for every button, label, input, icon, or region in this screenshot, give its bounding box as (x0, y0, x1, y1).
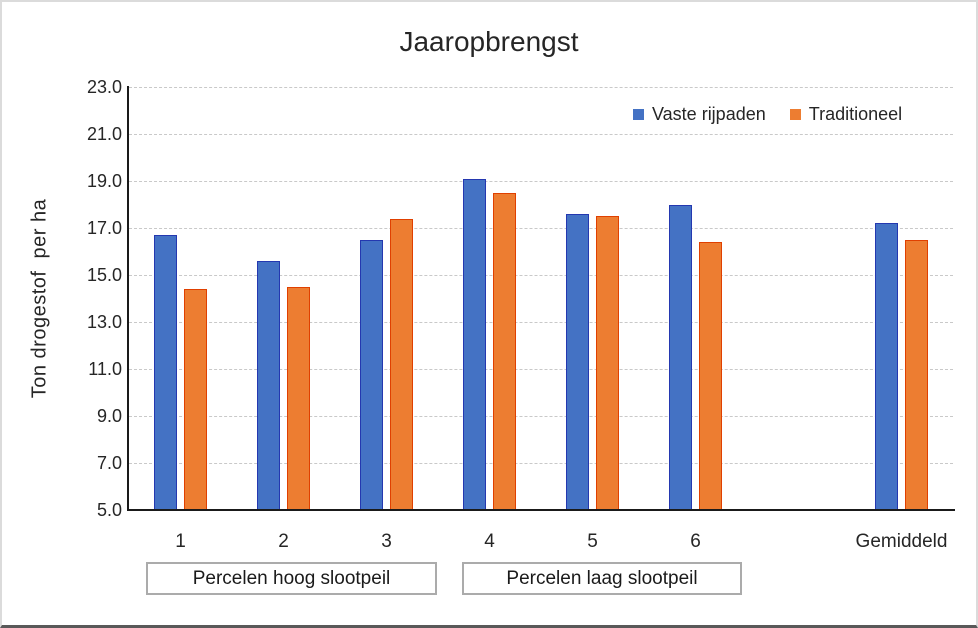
legend-swatch-orange-icon (789, 109, 801, 120)
y-axis-tick-label: 13.0 (86, 312, 122, 332)
gridline (129, 416, 953, 417)
gridline (129, 87, 953, 88)
x-axis-tick-label: 3 (381, 531, 392, 552)
legend-label-vaste-rijpaden: Vaste rijpaden (652, 104, 766, 124)
y-axis-tick-label: 5.0 (96, 500, 122, 520)
x-axis-tick-label: 6 (690, 531, 701, 552)
bar-vaste-rijpaden-6 (668, 204, 692, 510)
y-axis-tick-label: 7.0 (96, 453, 122, 473)
legend-label-traditioneel: Traditioneel (808, 104, 903, 124)
bar-vaste-rijpaden-1 (153, 235, 177, 510)
group-box-laag-slootpeil: Percelen laag slootpeil (462, 562, 742, 595)
y-axis-tick-label: 23.0 (86, 77, 122, 97)
y-axis-tick-label: 17.0 (86, 218, 122, 238)
gridline (129, 369, 953, 370)
bar-traditioneel-Gemiddeld (904, 239, 928, 510)
bar-traditioneel-6 (698, 242, 722, 510)
x-axis-tick-label: 1 (175, 531, 186, 552)
bar-vaste-rijpaden-3 (359, 239, 383, 510)
gridline (129, 463, 953, 464)
legend: Vaste rijpaden Traditioneel (633, 104, 902, 125)
y-axis-tick-label: 15.0 (86, 265, 122, 285)
bar-vaste-rijpaden-4 (462, 178, 486, 510)
bar-traditioneel-4 (492, 192, 516, 510)
y-axis-tick-label: 11.0 (88, 359, 122, 379)
bar-vaste-rijpaden-Gemiddeld (874, 223, 898, 510)
x-axis-tick-label: Gemiddeld (855, 531, 948, 552)
legend-item-vaste-rijpaden: Vaste rijpaden (633, 104, 766, 125)
y-axis-tick-label: 21.0 (86, 124, 122, 144)
bar-traditioneel-3 (389, 218, 413, 510)
group-box-laag-label: Percelen laag slootpeil (506, 567, 698, 589)
gridline (129, 181, 953, 182)
group-box-hoog-label: Percelen hoog slootpeil (192, 567, 391, 589)
x-axis-tick-label: 5 (587, 531, 598, 552)
bar-traditioneel-5 (595, 216, 619, 510)
y-axis-line (127, 86, 129, 511)
y-axis-tick-label: 19.0 (86, 171, 122, 191)
x-axis-tick-label: 2 (278, 531, 289, 552)
group-box-hoog-slootpeil: Percelen hoog slootpeil (146, 562, 437, 595)
bar-vaste-rijpaden-2 (256, 260, 280, 510)
x-axis-tick-label: 4 (484, 531, 495, 552)
gridline (129, 228, 953, 229)
gridline (129, 134, 953, 135)
y-axis-tick-label: 9.0 (96, 406, 122, 426)
chart-title: Jaaropbrengst (399, 26, 579, 57)
legend-item-traditioneel: Traditioneel (789, 104, 903, 125)
bar-traditioneel-1 (183, 289, 207, 510)
x-axis-line (127, 509, 955, 511)
gridline (129, 322, 953, 323)
bar-traditioneel-2 (286, 286, 310, 510)
legend-swatch-blue-icon (633, 109, 644, 120)
gridline (129, 275, 953, 276)
bar-vaste-rijpaden-5 (565, 213, 589, 510)
